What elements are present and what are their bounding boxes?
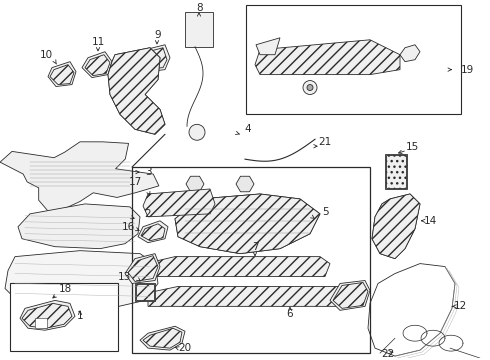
Bar [35,318,47,328]
Text: 8: 8 [196,3,203,13]
Polygon shape [141,224,165,241]
Text: 10: 10 [39,50,52,60]
Polygon shape [333,283,368,309]
Bar [132,167,370,353]
Polygon shape [140,326,185,350]
Bar [135,283,155,301]
Polygon shape [145,48,167,69]
Text: 13: 13 [118,271,131,282]
Text: 7: 7 [252,242,258,252]
Polygon shape [145,257,330,276]
Polygon shape [18,204,140,249]
Polygon shape [256,38,280,55]
Polygon shape [0,142,159,215]
Text: 6: 6 [287,309,294,319]
Polygon shape [5,251,158,310]
Polygon shape [386,155,406,188]
Text: 12: 12 [453,301,466,311]
Text: 1: 1 [77,311,83,321]
Polygon shape [186,176,204,192]
Circle shape [307,85,313,90]
Text: 16: 16 [122,222,135,232]
Text: 5: 5 [322,207,328,217]
Text: 2: 2 [145,209,151,219]
Text: 21: 21 [318,137,332,147]
Polygon shape [236,176,254,192]
Polygon shape [48,62,76,86]
Circle shape [303,81,317,94]
Bar [185,12,213,47]
Polygon shape [372,194,420,258]
Bar [10,283,118,351]
Polygon shape [145,287,350,306]
Text: 22: 22 [381,349,394,359]
Polygon shape [136,284,154,300]
Circle shape [189,124,205,140]
Text: 15: 15 [405,142,418,152]
Text: 18: 18 [58,284,72,294]
Polygon shape [85,55,110,76]
Text: 14: 14 [423,216,437,226]
Polygon shape [22,303,72,328]
Polygon shape [108,48,165,134]
Polygon shape [330,280,370,310]
Polygon shape [138,221,168,243]
Text: 4: 4 [245,124,251,134]
Bar [246,5,461,114]
Text: 20: 20 [178,343,192,353]
Polygon shape [175,194,320,254]
Polygon shape [108,48,165,134]
Polygon shape [175,194,320,254]
Text: 19: 19 [461,65,474,75]
Polygon shape [128,256,158,282]
Text: 11: 11 [91,37,105,47]
Text: 17: 17 [128,177,142,187]
Polygon shape [400,45,420,62]
Polygon shape [20,300,75,330]
Polygon shape [255,40,400,75]
Polygon shape [140,45,170,72]
Polygon shape [125,254,160,283]
Text: 9: 9 [155,30,161,40]
Polygon shape [143,189,215,217]
Text: 3: 3 [145,167,151,177]
Polygon shape [372,194,420,258]
Polygon shape [82,52,112,78]
Polygon shape [143,328,182,348]
Polygon shape [50,65,74,85]
Bar [385,154,407,189]
